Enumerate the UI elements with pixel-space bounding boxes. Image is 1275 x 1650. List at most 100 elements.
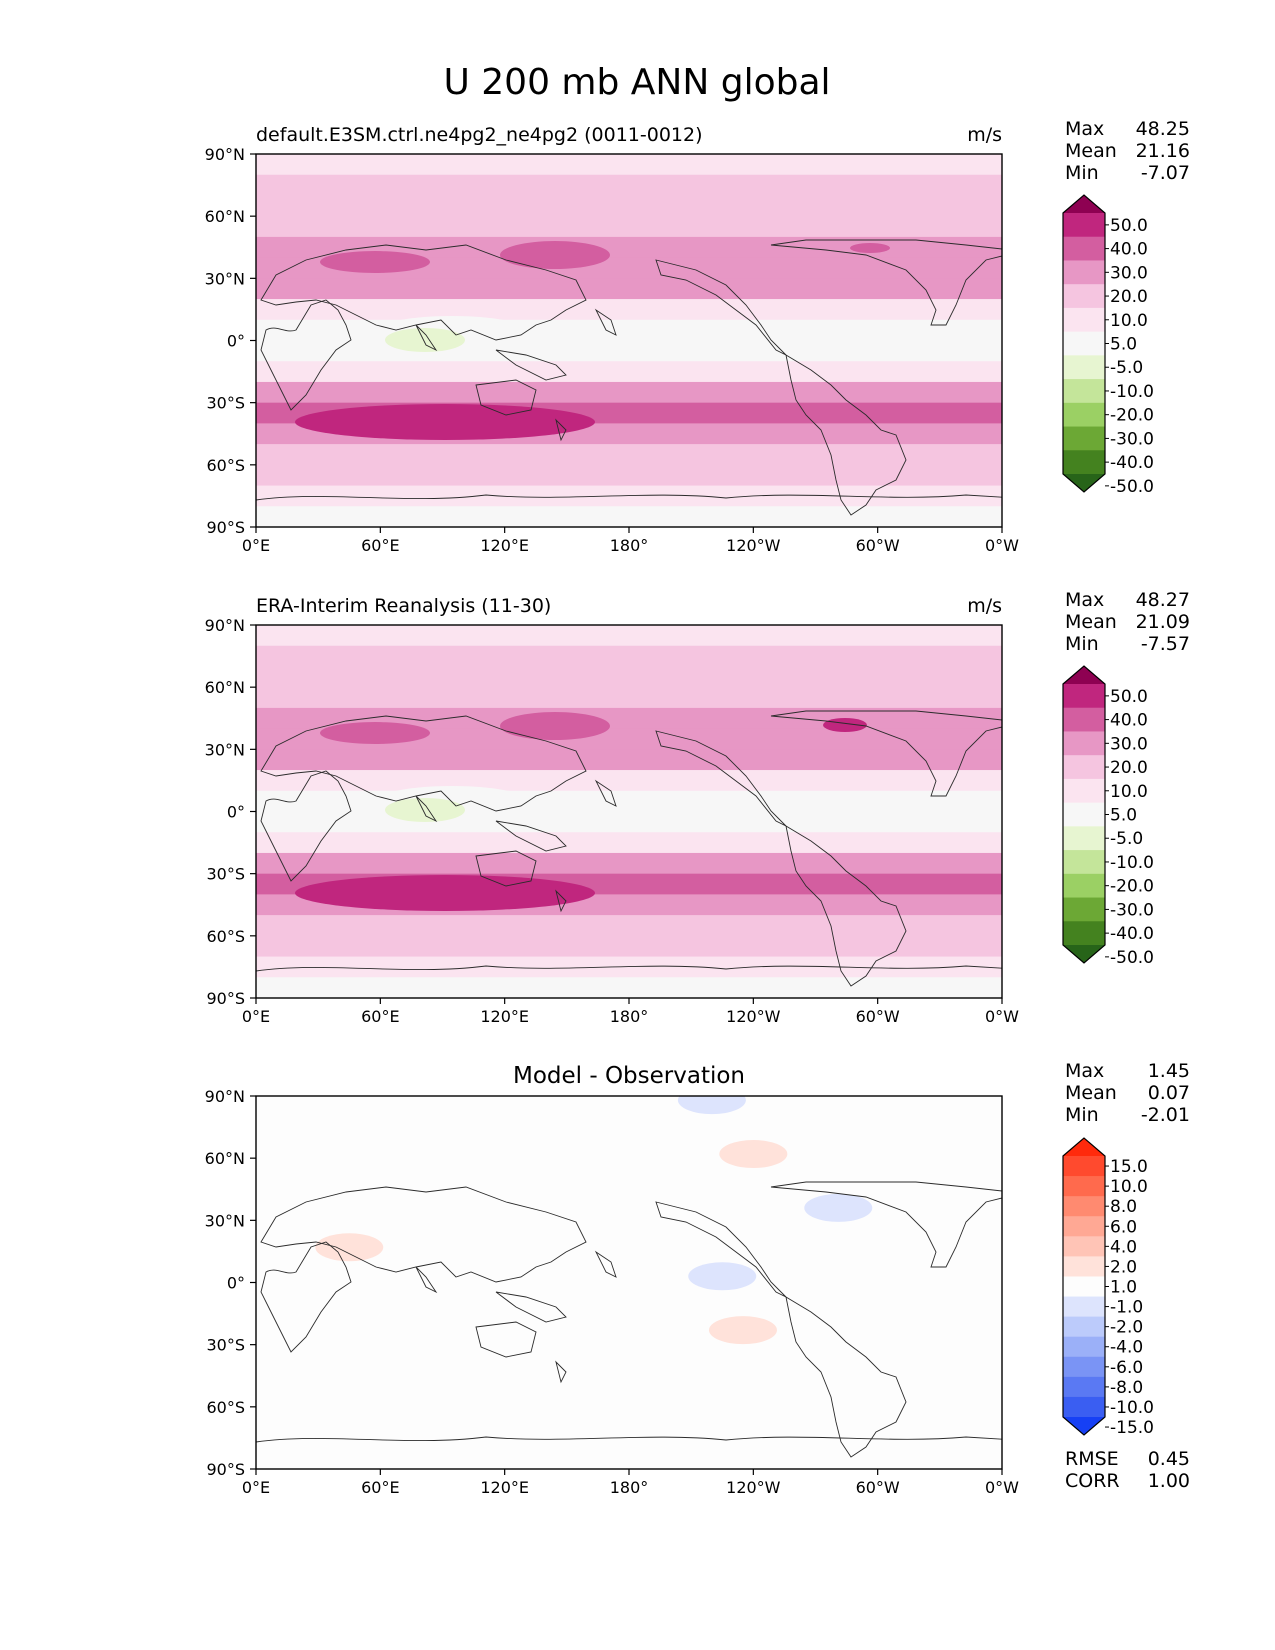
stat-value-mean: 0.07 bbox=[1148, 1082, 1190, 1104]
colorbar-swatch bbox=[1063, 897, 1105, 922]
x-tick-label: 60°W bbox=[856, 536, 900, 555]
panel-reference-title: ERA-Interim Reanalysis (11-30) bbox=[256, 595, 551, 617]
colorbar-swatch bbox=[1063, 1356, 1105, 1378]
colorbar-swatch bbox=[1063, 236, 1105, 261]
colorbar-swatch bbox=[1063, 707, 1105, 732]
zonal-band bbox=[256, 956, 1002, 978]
colorbar-label: -40.0 bbox=[1110, 453, 1154, 473]
zonal-band bbox=[256, 666, 1002, 688]
zonal-band bbox=[256, 770, 1002, 792]
zonal-band bbox=[256, 645, 1002, 668]
colorbar-label: -40.0 bbox=[1110, 924, 1154, 944]
x-tick-label: 180° bbox=[610, 1478, 649, 1497]
stat-value-max: 1.45 bbox=[1148, 1060, 1190, 1082]
panel-reference-stats: Max 48.27 Mean 21.09 Min -7.57 bbox=[1065, 589, 1190, 655]
panel-difference-metrics: RMSE 0.45 CORR 1.00 bbox=[1065, 1448, 1190, 1492]
colorbar-label: 30.0 bbox=[1110, 263, 1148, 283]
colorbar-label: 30.0 bbox=[1110, 734, 1148, 754]
colorbar-label: 6.0 bbox=[1110, 1217, 1137, 1237]
colorbar-swatch bbox=[1063, 1156, 1105, 1177]
figure-title: U 200 mb ANN global bbox=[443, 62, 830, 103]
colorbar-swatch bbox=[1063, 826, 1105, 851]
zonal-band bbox=[256, 195, 1002, 217]
colorbar-swatch bbox=[1063, 755, 1105, 780]
colorbar-swatch bbox=[1063, 213, 1105, 238]
colorbar-outline bbox=[1062, 1137, 1106, 1436]
panel-test-axes: 0°E 60°E 120°E 180° 120°W 60°W 0°W 90°N 60°N 30°N… bbox=[205, 145, 1020, 555]
colorbar-label: 15.0 bbox=[1110, 1157, 1148, 1177]
colorbar-swatch bbox=[1063, 850, 1105, 875]
zonal-band bbox=[256, 278, 1002, 300]
colorbar-label: 1.0 bbox=[1110, 1278, 1137, 1298]
panel-test-colorbar: 50.0 40.0 30.0 20.0 10.0 5.0 -5.0 -10.0 -20.0 -30… bbox=[1062, 194, 1154, 497]
panel-difference-axes: 0°E 60°E 120°E 180° 120°W 60°W 0°W 90°N 60°N 30°N… bbox=[205, 1087, 1020, 1497]
zonal-band bbox=[256, 707, 1002, 730]
colorbar-label: -2.0 bbox=[1110, 1318, 1143, 1338]
y-tick-label: 90°S bbox=[206, 1460, 245, 1479]
panel-reference-colorbar: 50.0 40.0 30.0 20.0 10.0 5.0 -5.0 -10.0 -20.0 -30… bbox=[1062, 665, 1154, 968]
anomaly-region bbox=[719, 1140, 788, 1169]
y-tick-label: 60°N bbox=[205, 207, 245, 226]
stat-value-min: -7.57 bbox=[1141, 633, 1190, 655]
x-tick-label: 120°E bbox=[480, 1007, 529, 1026]
stat-label-mean: Mean bbox=[1065, 140, 1117, 162]
zonal-band bbox=[256, 257, 1002, 279]
colorbar-label: -10.0 bbox=[1110, 382, 1154, 402]
stat-label-min: Min bbox=[1065, 162, 1099, 184]
x-tick-label: 0°W bbox=[985, 536, 1019, 555]
colorbar-swatch bbox=[1063, 1316, 1105, 1338]
stat-value-max: 48.25 bbox=[1136, 118, 1190, 140]
panel-test-title: default.E3SM.ctrl.ne4pg2_ne4pg2 (0011-00… bbox=[256, 124, 703, 146]
x-tick-label: 60°E bbox=[361, 1478, 399, 1497]
colorbar-swatch bbox=[1063, 1256, 1105, 1277]
y-tick-label: 0° bbox=[227, 332, 245, 351]
y-tick-label: 30°S bbox=[206, 394, 245, 413]
colorbar-label: 2.0 bbox=[1110, 1257, 1137, 1277]
x-tick-label: 60°W bbox=[856, 1478, 900, 1497]
zonal-band bbox=[256, 236, 1002, 259]
colorbar-extend-min bbox=[1063, 1417, 1105, 1435]
colorbar-label: -5.0 bbox=[1110, 358, 1143, 378]
zonal-band bbox=[256, 299, 1002, 321]
colorbar-swatch bbox=[1063, 921, 1105, 946]
stat-value-mean: 21.09 bbox=[1136, 611, 1190, 633]
metric-value-rmse: 0.45 bbox=[1148, 1448, 1190, 1470]
x-tick-label: 0°E bbox=[242, 1478, 270, 1497]
colorbar-swatch bbox=[1063, 284, 1105, 309]
colorbar-swatch bbox=[1063, 1276, 1105, 1298]
colorbar-outline bbox=[1062, 665, 1106, 964]
y-tick-label: 30°N bbox=[205, 1211, 245, 1230]
colorbar-label: -10.0 bbox=[1110, 1398, 1154, 1418]
colorbar-label: 8.0 bbox=[1110, 1197, 1137, 1217]
x-tick-label: 120°W bbox=[726, 1478, 781, 1497]
y-tick-label: 30°S bbox=[206, 865, 245, 884]
zonal-band bbox=[256, 625, 1002, 647]
colorbar-label: -50.0 bbox=[1110, 948, 1154, 968]
colorbar-label: 20.0 bbox=[1110, 287, 1148, 307]
colorbar-label: -20.0 bbox=[1110, 877, 1154, 897]
anomaly-region bbox=[677, 1096, 746, 1115]
y-tick-label: 90°S bbox=[206, 989, 245, 1008]
y-tick-label: 60°S bbox=[206, 456, 245, 475]
colorbar-swatch bbox=[1063, 1336, 1105, 1358]
x-tick-label: 60°W bbox=[856, 1007, 900, 1026]
colorbar-swatch bbox=[1063, 731, 1105, 756]
x-tick-label: 0°W bbox=[985, 1007, 1019, 1026]
colorbar-label: 40.0 bbox=[1110, 711, 1148, 731]
panel-test: default.E3SM.ctrl.ne4pg2_ne4pg2 (0011-00… bbox=[205, 124, 1020, 555]
colorbar-swatch bbox=[1063, 778, 1105, 804]
colorbar-extend-max bbox=[1063, 1138, 1105, 1156]
x-tick-label: 60°E bbox=[361, 536, 399, 555]
colorbar-outline bbox=[1062, 194, 1106, 493]
y-tick-label: 90°N bbox=[205, 1087, 245, 1106]
zonal-band bbox=[256, 444, 1002, 466]
zonal-band bbox=[256, 749, 1002, 771]
zonal-band bbox=[256, 485, 1002, 507]
stat-label-max: Max bbox=[1065, 589, 1104, 611]
colorbar-extend-max bbox=[1063, 666, 1105, 684]
zonal-band bbox=[256, 832, 1002, 854]
colorbar-label: -5.0 bbox=[1110, 829, 1143, 849]
colorbar-swatch bbox=[1063, 1236, 1105, 1257]
stat-value-max: 48.27 bbox=[1136, 589, 1190, 611]
